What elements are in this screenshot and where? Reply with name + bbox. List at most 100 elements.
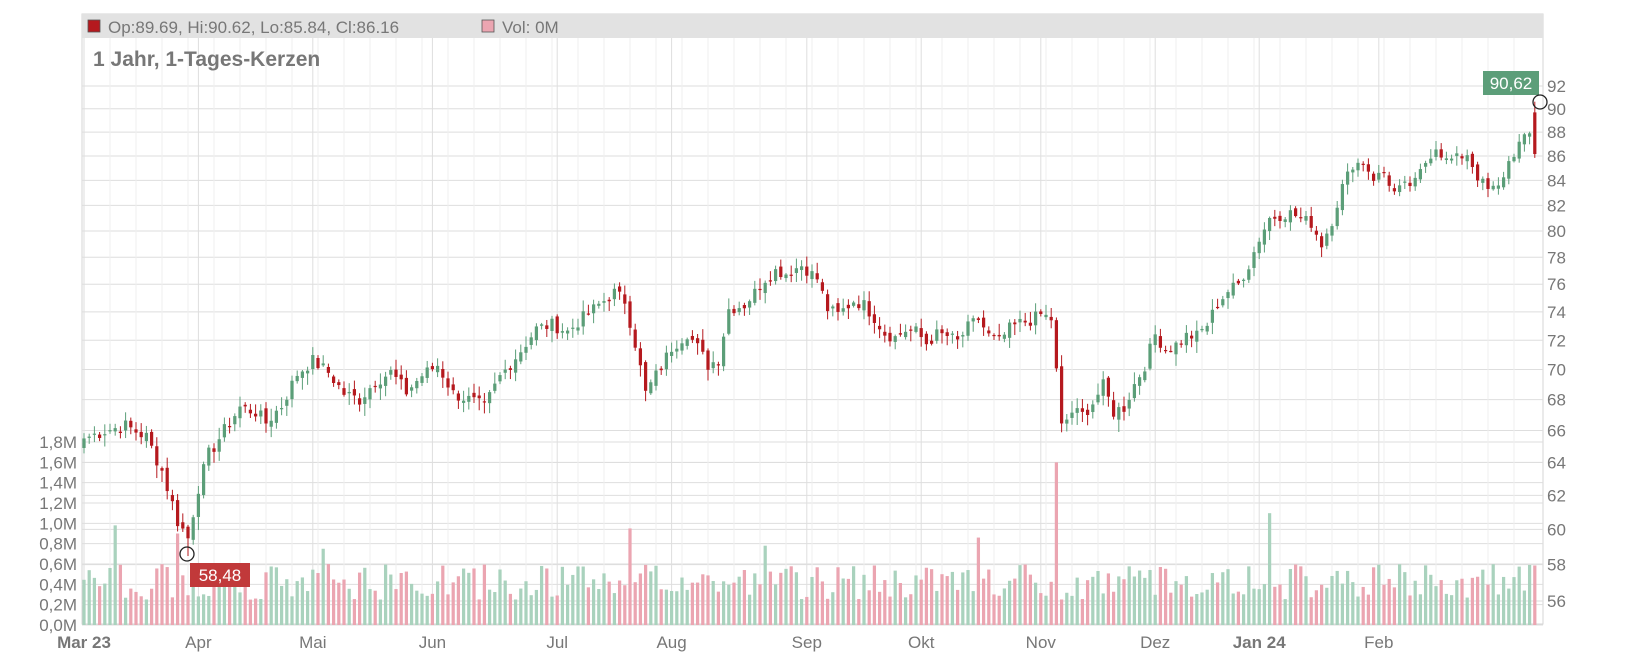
candle-body <box>1215 306 1220 309</box>
candle-body <box>1371 173 1376 181</box>
candle-body <box>1299 217 1303 219</box>
volume-bar <box>1215 582 1220 625</box>
volume-bar <box>1075 577 1079 625</box>
candle-body <box>1174 342 1178 355</box>
candle-body <box>597 303 601 306</box>
candle <box>924 331 929 351</box>
volume-bar <box>253 598 258 625</box>
candle-body <box>290 380 294 400</box>
candle <box>425 360 429 384</box>
candle <box>1304 211 1308 225</box>
candle-body <box>737 308 741 313</box>
volume-bar <box>1533 565 1537 625</box>
candle-body <box>399 374 403 380</box>
candle-body <box>1184 332 1189 346</box>
candle <box>1491 181 1495 191</box>
candle-body <box>300 371 305 378</box>
candle-body <box>461 400 466 403</box>
candle-body <box>305 370 310 374</box>
volume-bar <box>108 567 112 625</box>
volume-bar <box>1111 591 1116 625</box>
volume-bar <box>118 564 123 625</box>
candle-body <box>1221 299 1225 306</box>
candle-body <box>524 346 528 353</box>
candle-body <box>1486 178 1490 189</box>
volume-bar <box>690 582 695 625</box>
candle-body <box>1028 322 1033 326</box>
candle <box>1501 171 1506 190</box>
volume-tick-label: 0,6M <box>39 555 77 574</box>
candle-body <box>992 334 996 337</box>
volume-bar <box>144 599 149 625</box>
candle-body <box>862 300 866 311</box>
candle <box>836 298 840 321</box>
candle <box>378 373 383 401</box>
candle-body <box>331 376 336 384</box>
candle <box>331 374 336 387</box>
chart-title: 1 Jahr, 1-Tages-Kerzen <box>93 48 320 71</box>
volume-bar <box>149 588 154 625</box>
candle-body <box>373 385 377 388</box>
candle <box>612 283 617 307</box>
candle <box>97 432 102 442</box>
volume-bar <box>545 568 549 625</box>
candle-body <box>846 304 851 309</box>
candle <box>1028 311 1033 331</box>
candle <box>576 318 580 335</box>
volume-bar <box>805 596 809 625</box>
volume-bar <box>227 583 232 625</box>
candle <box>1148 337 1152 371</box>
candle-body <box>155 446 159 466</box>
price-tick-label: 62 <box>1547 486 1566 505</box>
candle <box>997 323 1001 341</box>
candle <box>867 291 871 326</box>
candle <box>108 423 112 434</box>
volume-bar <box>1267 513 1272 625</box>
volume-bar <box>1392 587 1397 625</box>
candle <box>160 466 164 482</box>
candle <box>207 444 211 471</box>
candle <box>1002 332 1007 343</box>
candle-body <box>1091 404 1095 413</box>
candle <box>649 379 653 395</box>
volume-bar <box>1236 591 1241 625</box>
volume-bar <box>123 597 128 625</box>
volume-bar <box>1371 567 1376 625</box>
volume-bar <box>846 578 851 625</box>
price-tick-label: 68 <box>1547 391 1566 410</box>
volume-bar <box>191 581 195 625</box>
candle <box>238 396 242 428</box>
volume-bar <box>97 586 102 625</box>
volume-bar <box>420 593 424 625</box>
volume-bar <box>794 572 799 625</box>
candle <box>1174 340 1178 366</box>
volume-bar <box>1325 587 1329 625</box>
candle <box>919 318 923 347</box>
candle <box>1413 172 1417 191</box>
candle-body <box>1465 155 1469 162</box>
candle <box>1418 163 1423 184</box>
low-marker <box>179 546 195 562</box>
candle <box>305 366 310 385</box>
volume-legend-text: Vol: 0M <box>502 18 559 37</box>
candle <box>685 337 689 350</box>
candle <box>1527 131 1532 145</box>
candle <box>363 387 367 416</box>
candle <box>1392 183 1397 195</box>
candle-body <box>534 326 539 341</box>
candle-body <box>1054 320 1059 369</box>
candle <box>825 289 830 320</box>
volume-tick-label: 1,8M <box>39 433 77 452</box>
candle <box>940 325 944 344</box>
candle <box>597 300 601 309</box>
candle-body <box>649 382 653 394</box>
candle <box>389 366 393 380</box>
volume-bar <box>981 578 986 625</box>
volume-bar <box>1283 599 1287 625</box>
volume-bar <box>919 579 923 625</box>
candle-body <box>87 436 91 438</box>
candle <box>1273 209 1277 227</box>
volume-bar <box>1158 566 1163 625</box>
candle <box>311 347 315 375</box>
candle-body <box>976 318 981 320</box>
